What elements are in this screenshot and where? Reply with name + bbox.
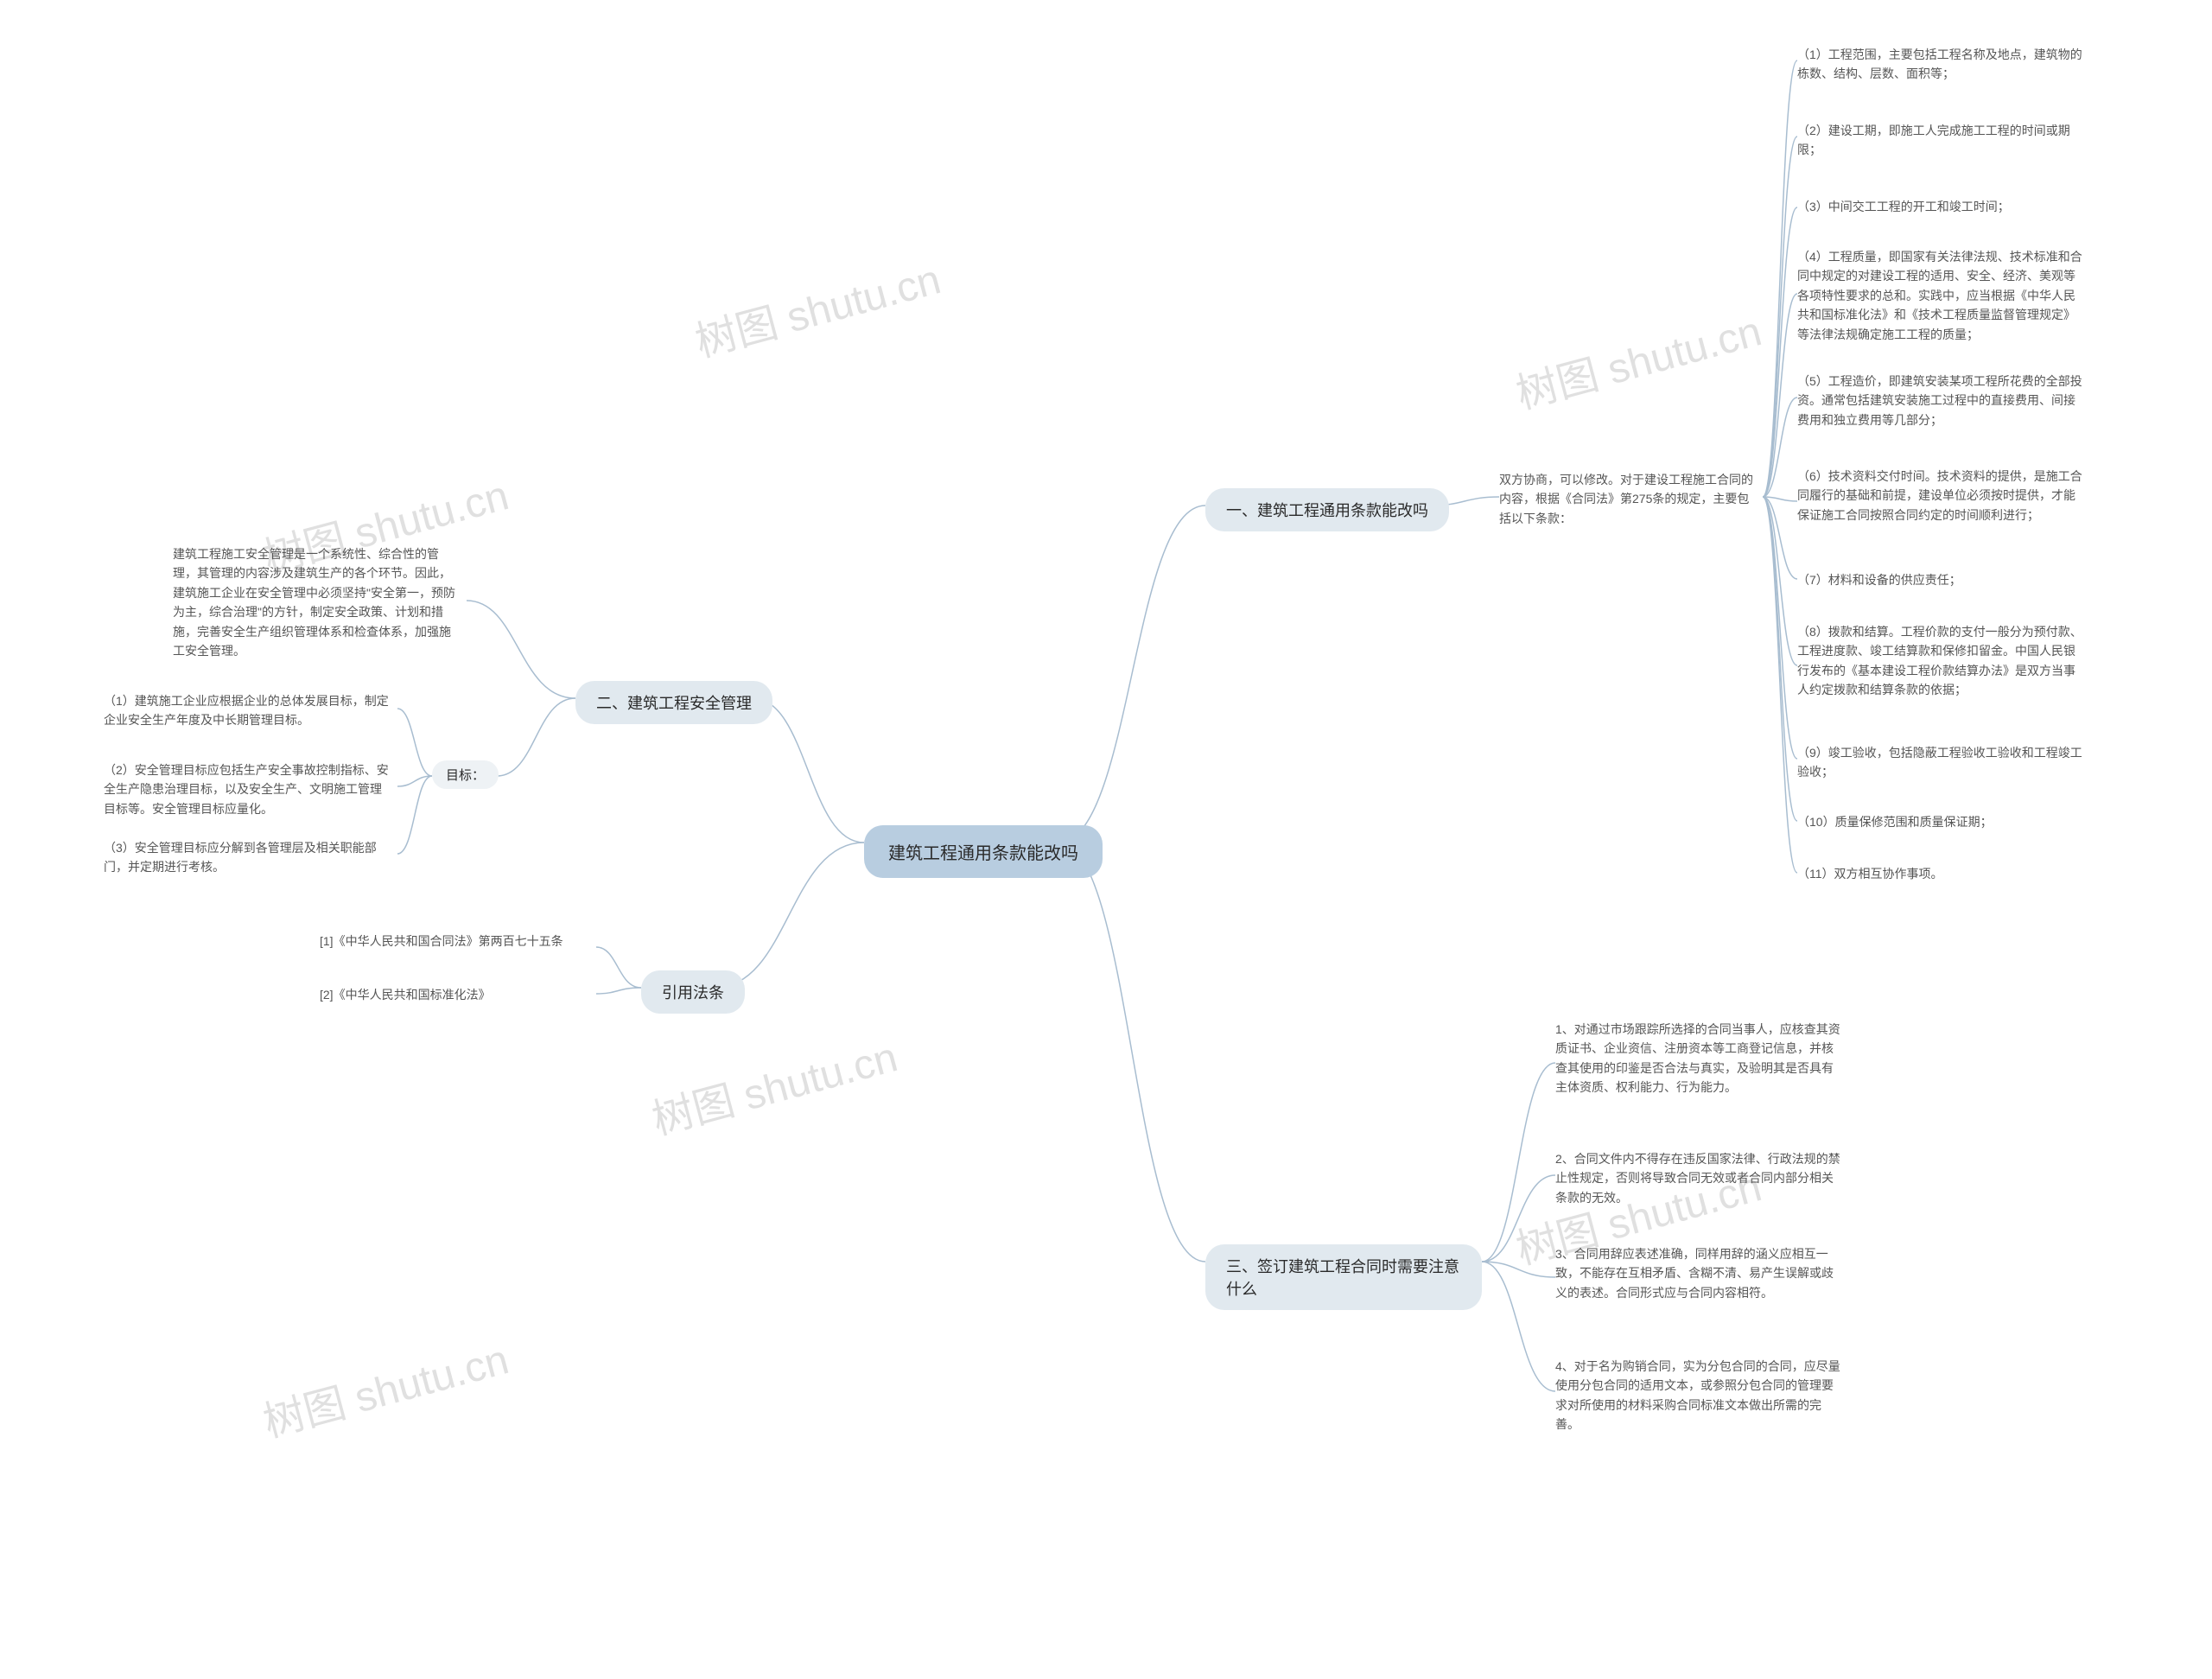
leaf-text: （7）材料和设备的供应责任； — [1797, 570, 1961, 589]
leaf-text: [2]《中华人民共和国标准化法》 — [320, 985, 491, 1004]
branch-label: 一、建筑工程通用条款能改吗 — [1226, 499, 1428, 521]
branch-node-b4[interactable]: 引用法条 — [641, 970, 745, 1014]
leaf-text: （8）拨款和结算。工程价款的支付一般分为预付款、工程进度款、竣工结算款和保修扣留… — [1797, 622, 2082, 700]
watermark: 树图 shutu.cn — [688, 245, 946, 369]
branch-node-b1[interactable]: 一、建筑工程通用条款能改吗 — [1205, 488, 1449, 531]
leaf-text: （1）建筑施工企业应根据企业的总体发展目标，制定企业安全生产年度及中长期管理目标… — [104, 691, 389, 730]
watermark: 树图 shutu.cn — [645, 1023, 903, 1147]
leaf-text: （9）竣工验收，包括隐蔽工程验收工验收和工程竣工验收； — [1797, 743, 2082, 782]
branch-label: 引用法条 — [662, 981, 724, 1003]
watermark: 树图 shutu.cn — [1509, 297, 1767, 421]
leaf-text: 1、对通过市场跟踪所选择的合同当事人，应核查其资质证书、企业资信、注册资本等工商… — [1555, 1020, 1840, 1097]
leaf-text: （11）双方相互协作事项。 — [1797, 864, 1943, 883]
leaf-text: （5）工程造价，即建筑安装某项工程所花费的全部投资。通常包括建筑安装施工过程中的… — [1797, 372, 2082, 429]
leaf-text: 建筑工程施工安全管理是一个系统性、综合性的管理，其管理的内容涉及建筑生产的各个环… — [173, 544, 458, 660]
branch-node-b2[interactable]: 二、建筑工程安全管理 — [575, 681, 772, 724]
branch-label: 二、建筑工程安全管理 — [596, 691, 752, 714]
leaf-text: （2）安全管理目标应包括生产安全事故控制指标、安全生产隐患治理目标，以及安全生产… — [104, 760, 389, 818]
branch-label: 三、签订建筑工程合同时需要注意什么 — [1226, 1255, 1461, 1300]
leaf-text: （4）工程质量，即国家有关法律法规、技术标准和合同中规定的对建设工程的适用、安全… — [1797, 247, 2082, 344]
sub-node-label: 目标： — [446, 766, 485, 784]
leaf-text: 2、合同文件内不得存在违反国家法律、行政法规的禁止性规定，否则将导致合同无效或者… — [1555, 1149, 1840, 1207]
leaf-text: （1）工程范围，主要包括工程名称及地点，建筑物的栋数、结构、层数、面积等； — [1797, 45, 2082, 84]
leaf-text: （3）中间交工工程的开工和竣工时间； — [1797, 197, 2010, 216]
leaf-text: 4、对于名为购销合同，实为分包合同的合同，应尽量使用分包合同的适用文本，或参照分… — [1555, 1357, 1840, 1434]
leaf-text: （3）安全管理目标应分解到各管理层及相关职能部门，并定期进行考核。 — [104, 838, 389, 877]
root-label: 建筑工程通用条款能改吗 — [888, 839, 1078, 864]
watermark: 树图 shutu.cn — [256, 1326, 514, 1449]
leaf-text: 3、合同用辞应表述准确，同样用辞的涵义应相互一致，不能存在互相矛盾、含糊不清、易… — [1555, 1244, 1840, 1302]
leaf-text: [1]《中华人民共和国合同法》第两百七十五条 — [320, 932, 563, 951]
leaf-text: （2）建设工期，即施工人完成施工工程的时间或期限； — [1797, 121, 2082, 160]
root-node[interactable]: 建筑工程通用条款能改吗 — [864, 825, 1103, 878]
leaf-text: （10）质量保修范围和质量保证期； — [1797, 812, 1993, 831]
intermediate-text: 双方协商，可以修改。对于建设工程施工合同的内容，根据《合同法》第275条的规定，… — [1499, 470, 1758, 528]
branch-node-b3[interactable]: 三、签订建筑工程合同时需要注意什么 — [1205, 1244, 1482, 1310]
sub-node[interactable]: 目标： — [432, 760, 499, 789]
leaf-text: （6）技术资料交付时间。技术资料的提供，是施工合同履行的基础和前提，建设单位必须… — [1797, 467, 2082, 525]
